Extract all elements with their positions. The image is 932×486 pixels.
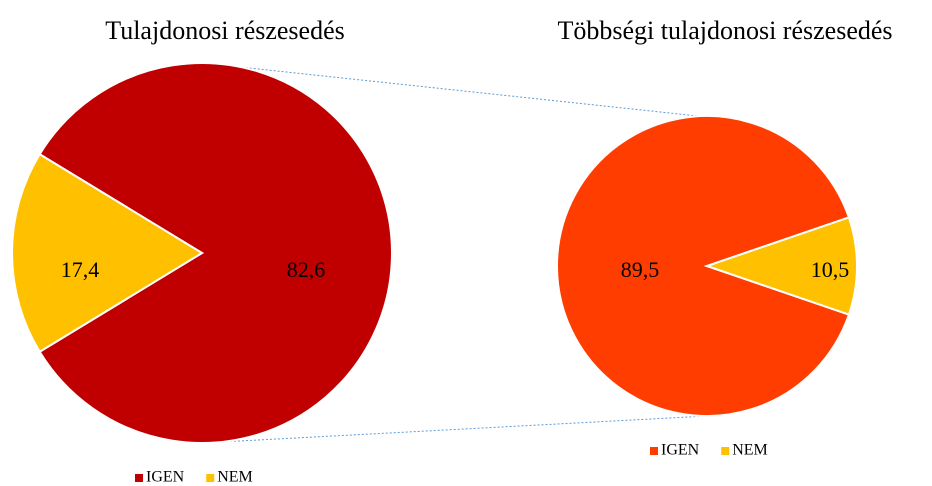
legend-label: NEM	[217, 469, 253, 486]
legend-label: IGEN	[661, 442, 700, 459]
legend-swatch	[721, 447, 730, 455]
data-label: 82,6	[287, 257, 326, 282]
chart-title: Többségi tulajdonosi részesedés	[557, 16, 892, 45]
connector-line	[201, 62, 708, 118]
pie-slice	[556, 115, 851, 417]
chart-title: Tulajdonosi részesedés	[105, 16, 345, 45]
legend-swatch	[135, 474, 143, 482]
legend-label: IGEN	[146, 469, 185, 486]
legend-label: NEM	[732, 442, 768, 459]
data-label: 89,5	[621, 257, 660, 282]
legend-swatch	[206, 474, 215, 482]
pie-slice	[11, 152, 204, 354]
pie-slice	[703, 216, 858, 316]
legend-swatch	[650, 447, 658, 455]
data-label: 10,5	[811, 257, 850, 282]
connector-line	[201, 415, 708, 444]
pie-slice	[38, 62, 393, 444]
data-label: 17,4	[61, 257, 100, 282]
